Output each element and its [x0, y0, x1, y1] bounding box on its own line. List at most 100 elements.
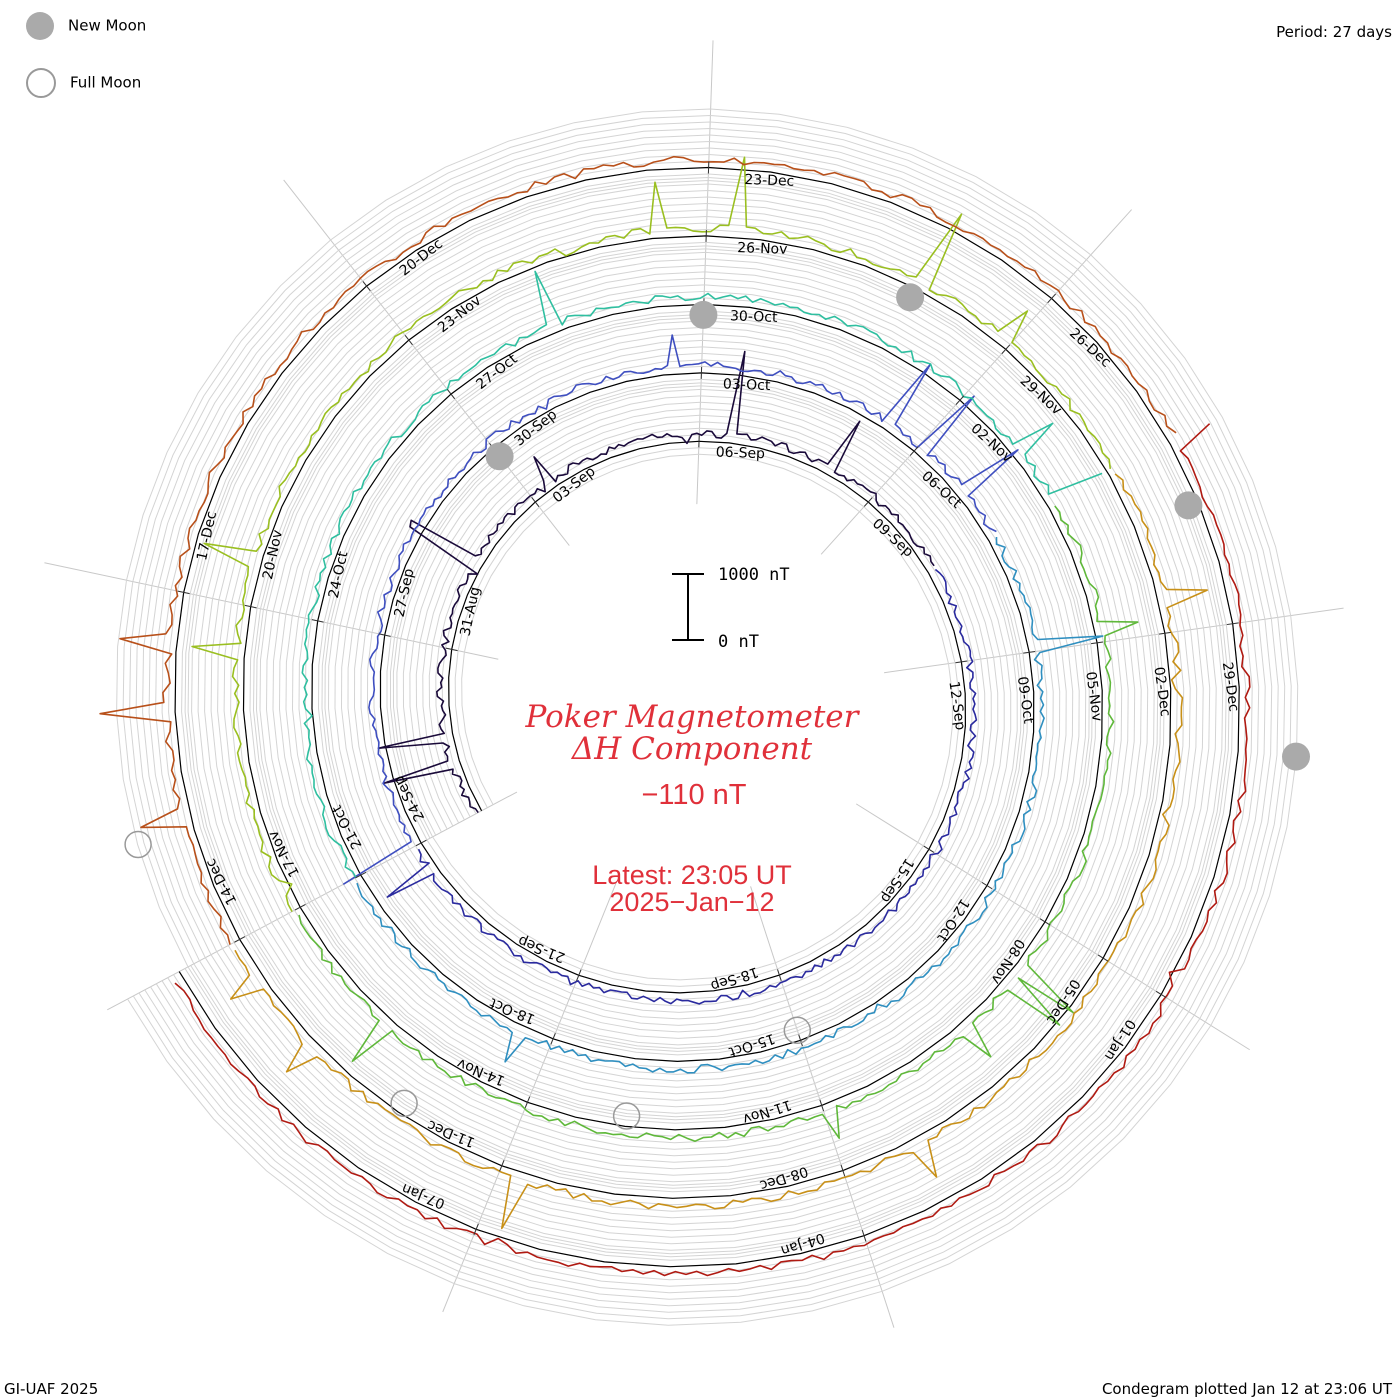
- date-tick: [446, 389, 456, 400]
- spiral-grid-ring: [135, 127, 1279, 1307]
- full-moon-marker: [783, 1016, 812, 1045]
- new-moon-marker: [1282, 742, 1310, 771]
- period-label: Period: 27 days: [1276, 23, 1392, 41]
- date-label: 18-Oct: [487, 994, 537, 1027]
- date-tick: [777, 969, 782, 981]
- spiral-grid-ring: [155, 147, 1260, 1287]
- date-label: 21-Oct: [329, 802, 366, 852]
- legend-full-moon-label: Full Moon: [70, 73, 142, 92]
- date-tick: [445, 647, 458, 652]
- spiral-grid-ring: [148, 140, 1266, 1294]
- date-tick: [177, 590, 190, 595]
- date-tick: [524, 1096, 531, 1109]
- legend-full-moon: Full Moon: [26, 68, 141, 98]
- radial-spoke: [855, 803, 1250, 1051]
- date-label: 23-Dec: [744, 172, 794, 190]
- magnetometer-trace-segment: [386, 568, 978, 1005]
- date-label: 26-Dec: [1066, 325, 1114, 370]
- date-label: 05-Nov: [1082, 671, 1105, 723]
- full-moon-icon: [26, 68, 56, 98]
- date-label: 09-Sep: [869, 516, 916, 561]
- date-label: 18-Sep: [708, 963, 760, 993]
- date-tick: [234, 936, 246, 943]
- date-label: 12-Sep: [945, 680, 968, 731]
- date-label: 02-Dec: [1150, 666, 1173, 718]
- new-moon-marker: [689, 300, 718, 329]
- magnetometer-trace-segment: [191, 156, 1112, 912]
- legend-new-moon: New Moon: [26, 12, 146, 40]
- new-moon-marker: [1174, 491, 1203, 520]
- date-label: 24-Oct: [326, 549, 352, 599]
- date-tick: [244, 604, 257, 609]
- magnetometer-trace-segment: [298, 505, 1139, 1142]
- date-tick: [404, 335, 413, 346]
- full-moon-marker: [612, 1102, 641, 1130]
- magnetometer-trace-segment: [99, 155, 1177, 945]
- date-tick: [863, 497, 873, 507]
- magnetometer-trace-segment: [342, 334, 1019, 885]
- date-tick: [1039, 918, 1051, 926]
- magnetometer-trace-segment: [301, 270, 1103, 878]
- date-label: 02-Nov: [967, 421, 1015, 466]
- date-tick: [909, 446, 919, 456]
- chart-title: Poker Magnetometer: [525, 699, 861, 735]
- full-moon-marker: [390, 1089, 418, 1118]
- date-label: 24-Sep: [391, 773, 428, 824]
- date-tick: [861, 1229, 867, 1242]
- date-tick: [1158, 631, 1171, 635]
- date-tick: [378, 633, 391, 637]
- date-tick: [355, 871, 367, 879]
- magnetometer-trace-segment: [356, 537, 1104, 1074]
- date-label: 06-Sep: [715, 445, 765, 463]
- radial-spoke: [44, 562, 499, 660]
- footer-plotted: Condegram plotted Jan 12 at 23:06 UT: [1101, 1380, 1392, 1398]
- date-label: 29-Dec: [1219, 661, 1242, 713]
- scale-bar: 1000 nT 0 nT: [672, 565, 790, 652]
- new-moon-marker: [896, 283, 925, 312]
- date-tick: [1091, 641, 1104, 645]
- date-label: 06-Oct: [918, 468, 964, 512]
- scale-bar-top-label: 1000 nT: [718, 565, 790, 585]
- date-tick: [499, 1160, 505, 1172]
- date-tick: [415, 839, 427, 847]
- date-label: 26-Nov: [737, 240, 788, 258]
- date-tick: [955, 395, 965, 405]
- radial-spoke: [283, 179, 570, 546]
- date-tick: [531, 496, 540, 508]
- radial-spoke: [884, 607, 1344, 674]
- date-label: 15-Oct: [726, 1030, 777, 1060]
- current-value: −110 nT: [641, 779, 746, 811]
- date-tick: [1155, 990, 1167, 999]
- date-tick: [1047, 293, 1057, 304]
- data-traces: [99, 155, 1251, 1277]
- footer-credit: GI-UAF 2025: [4, 1380, 99, 1398]
- date-tick: [311, 619, 324, 623]
- date-label: 03-Oct: [723, 376, 772, 394]
- magnetometer-trace-segment: [174, 423, 1251, 1277]
- date-tick: [819, 1099, 825, 1112]
- spiral-grid-ring: [122, 114, 1292, 1320]
- date-tick: [294, 904, 306, 911]
- new-moon-icon: [26, 12, 54, 40]
- date-tick: [798, 1034, 803, 1047]
- latest-date: 2025−Jan−12: [609, 887, 774, 917]
- date-label: 09-Oct: [1014, 675, 1037, 725]
- date-tick: [550, 1033, 556, 1045]
- date-tick: [576, 969, 582, 982]
- date-tick: [1023, 650, 1036, 654]
- full-moon-marker: [124, 830, 152, 859]
- spiral-grid-ring: [181, 173, 1234, 1261]
- date-label: 30-Oct: [730, 308, 779, 326]
- date-label: 04-Jan: [779, 1229, 827, 1258]
- date-tick-marks: [177, 161, 1239, 1242]
- date-tick: [1001, 344, 1011, 355]
- spiral-grid-ring: [161, 153, 1253, 1281]
- zero-baseline: [174, 166, 1240, 1268]
- new-moon-marker: [485, 442, 514, 471]
- date-tick: [362, 281, 371, 292]
- moon-markers: [124, 283, 1310, 1130]
- date-tick: [840, 1164, 846, 1177]
- date-tick: [955, 660, 968, 664]
- spiral-grid-ring: [116, 108, 1299, 1326]
